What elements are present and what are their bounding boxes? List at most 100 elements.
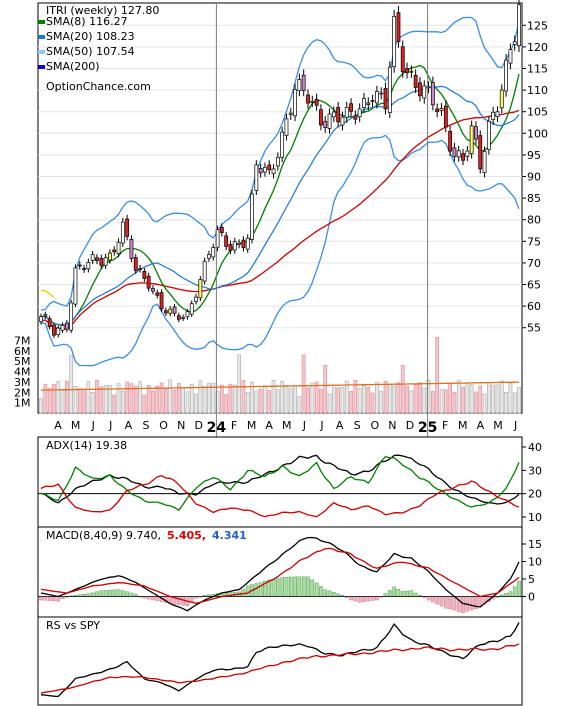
candle-body: [293, 89, 297, 117]
candle-body: [340, 116, 345, 126]
volume-bar: [495, 384, 500, 414]
volume-bar: [73, 386, 78, 414]
y-tick-label: 30: [528, 464, 542, 477]
histogram-bar: [375, 596, 379, 601]
histogram-bar: [366, 596, 371, 602]
volume-bar: [486, 382, 491, 414]
volume-bar: [280, 381, 285, 414]
volume-bar: [198, 380, 203, 414]
x-month-label: N: [177, 419, 185, 432]
volume-bar: [336, 387, 341, 414]
candle-body: [95, 257, 99, 261]
volume-bar: [77, 388, 82, 414]
sma-8-line: [40, 64, 520, 326]
legend-swatch: [38, 35, 45, 39]
volume-bar: [293, 385, 297, 414]
volume-bar: [207, 383, 211, 414]
candle-body: [73, 267, 78, 305]
candle-body: [52, 324, 56, 336]
keltner-upper-line: [40, 289, 55, 299]
candle-body: [301, 74, 306, 91]
macd-value: MACD(8,40,9) 9.740,: [46, 529, 161, 542]
volume-bar: [254, 390, 259, 414]
volume-bar: [331, 386, 336, 414]
volume-bar: [258, 388, 263, 414]
series-line: [40, 622, 520, 698]
volume-bar: [405, 385, 409, 414]
volume-bar: [65, 380, 69, 414]
x-month-label: O: [370, 419, 379, 432]
candle-body: [370, 100, 375, 102]
candle-body: [491, 111, 496, 120]
sma-50-line: [40, 109, 520, 330]
volume-bar: [474, 391, 478, 414]
volume-bar: [418, 382, 422, 414]
volume-bar: [232, 384, 237, 414]
candle-body: [232, 241, 237, 251]
x-month-label: M: [71, 419, 81, 432]
volume-tick-label: 3M: [14, 376, 31, 389]
x-month-label: M: [282, 419, 292, 432]
macd-hist-value: 4.341: [212, 529, 247, 542]
volume-bar: [426, 379, 431, 414]
histogram-bar: [301, 576, 306, 597]
y-tick-label: 85: [527, 192, 541, 205]
volume-bar: [211, 382, 216, 414]
candle-body: [452, 147, 457, 158]
adx-panel: ADX(14) 19.38 10 20 30 40: [37, 436, 542, 528]
x-month-label: J: [108, 419, 112, 432]
volume-bar: [82, 388, 86, 414]
candle-body: [430, 82, 435, 106]
price-candles: [39, 0, 521, 338]
histogram-bar: [383, 593, 388, 597]
volume-bar: [224, 394, 229, 414]
histogram-bar: [400, 591, 405, 597]
volume-bar: [319, 388, 323, 414]
volume-bar: [202, 386, 207, 414]
volume-bar: [375, 382, 379, 414]
candle-body: [426, 86, 431, 89]
price-panel: 55 60 65 70 75 80 85 90 95 100 105 110 115 120 125 7M6…: [14, 0, 548, 414]
legend: ITRI (weekly) 127.80 SMA(8) 116.27 SMA(20…: [38, 4, 159, 93]
candle-body: [284, 118, 289, 136]
bollinger-lower-line: [40, 134, 520, 367]
volume-bar: [245, 392, 250, 414]
volume-bar: [138, 381, 142, 414]
macd-signal-value: 5.405,: [167, 529, 206, 542]
volume-bar: [443, 389, 448, 414]
x-month-label: S: [143, 419, 150, 432]
candle-body: [400, 46, 405, 73]
candle-body: [474, 126, 478, 140]
candle-body: [478, 135, 483, 170]
volume-bar: [86, 381, 91, 414]
volume-tick-label: 2M: [14, 386, 31, 399]
candle-body: [194, 296, 198, 302]
histogram-bar: [276, 578, 280, 597]
volume-bar: [349, 391, 353, 414]
candle-body: [353, 115, 358, 120]
candle-body: [64, 322, 69, 330]
histogram-bar: [289, 576, 293, 597]
candle-body: [495, 111, 500, 117]
candle-body: [267, 164, 272, 171]
histogram-bar: [95, 591, 99, 597]
x-month-label: S: [354, 419, 361, 432]
candle-body: [448, 130, 453, 152]
histogram-bar: [189, 596, 194, 603]
candle-body: [181, 317, 186, 319]
volume-bar: [379, 390, 384, 414]
x-month-label: A: [477, 419, 485, 432]
candle-body: [486, 120, 491, 150]
adx-lines: [38, 454, 522, 518]
volume-bar: [512, 392, 517, 414]
candle-body: [202, 260, 207, 282]
volume-bar: [461, 386, 465, 414]
candle-body: [288, 112, 293, 115]
candle-body: [207, 254, 211, 259]
candle-body: [435, 108, 440, 113]
candle-body: [422, 85, 427, 99]
histogram-bar: [512, 586, 517, 597]
histogram-bar: [125, 591, 129, 597]
y-tick-label: 10: [528, 556, 542, 569]
histogram-bar: [43, 596, 48, 601]
